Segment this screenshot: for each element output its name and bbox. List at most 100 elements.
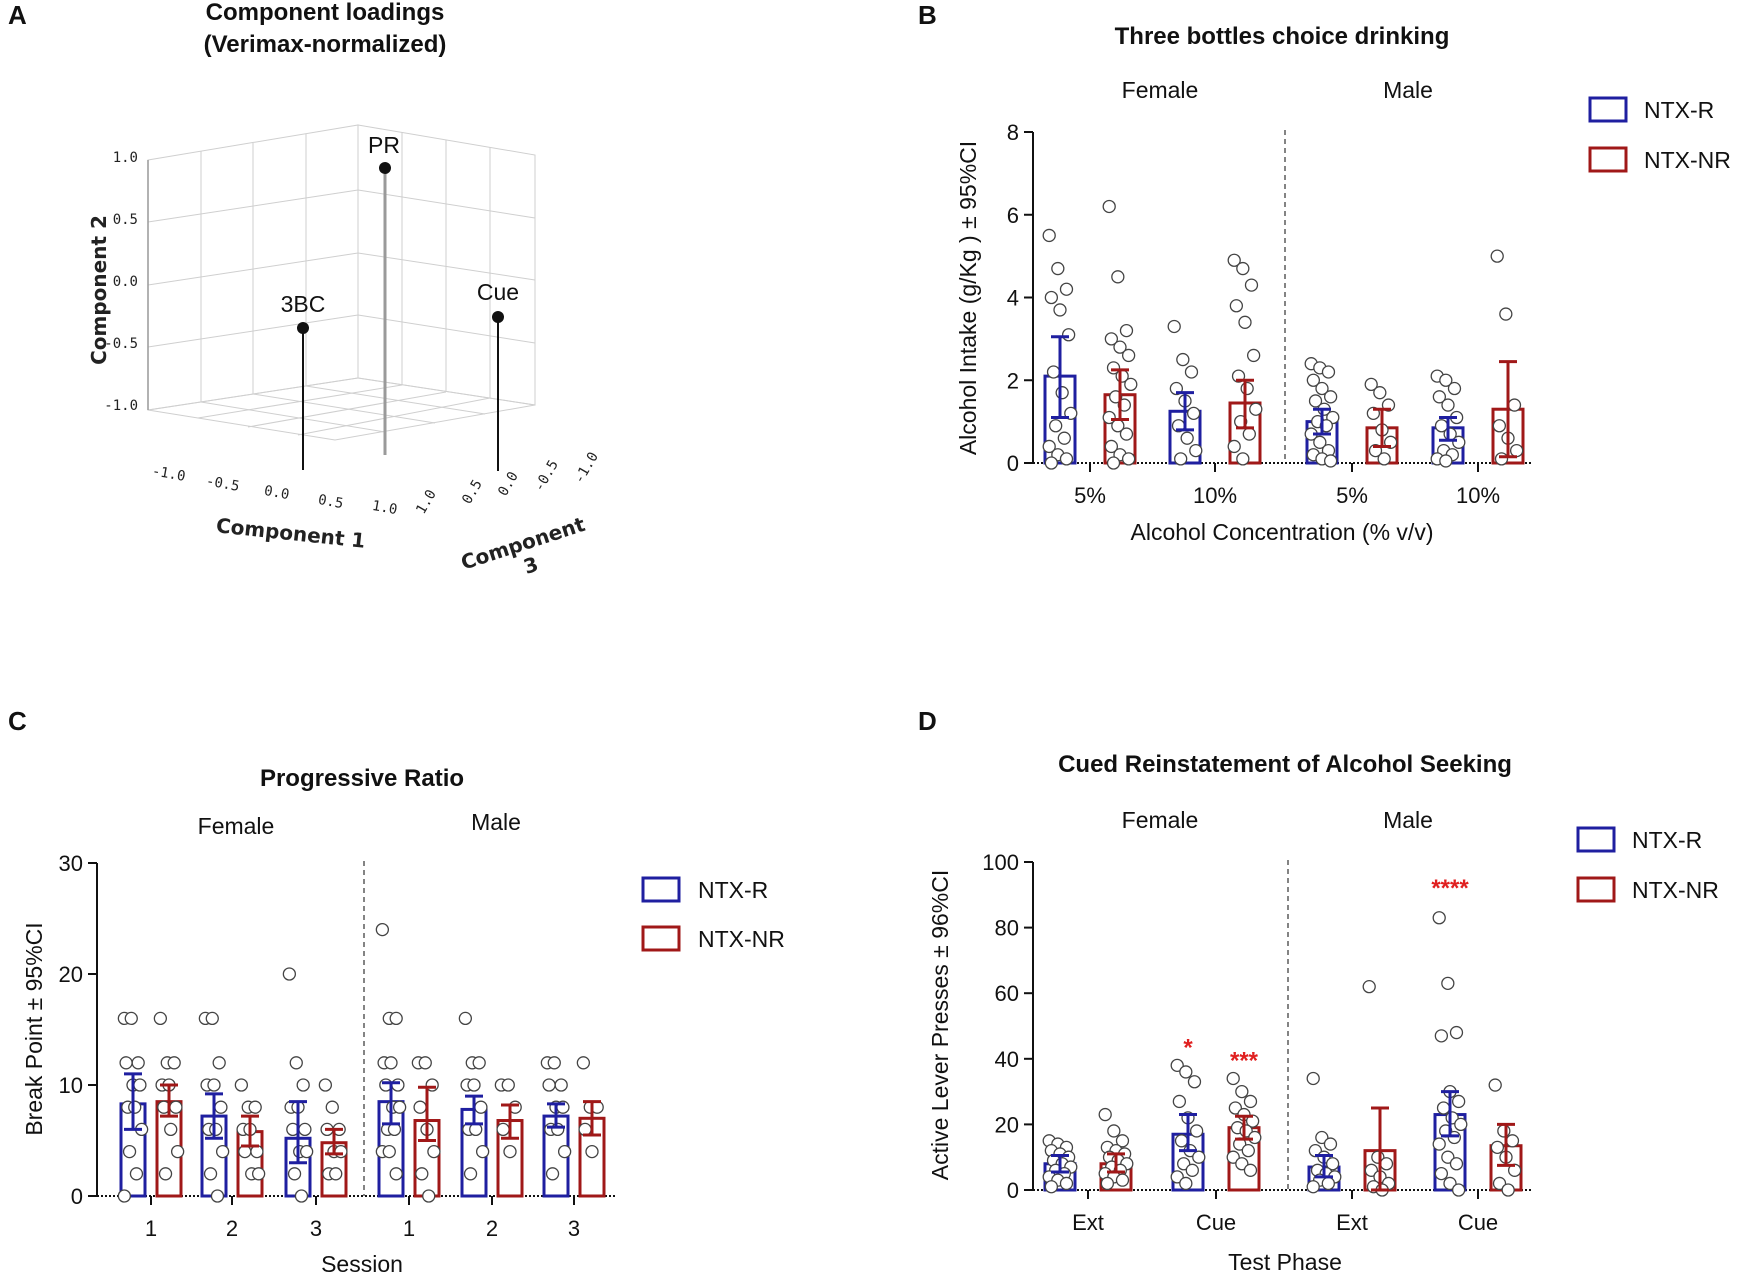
- data-point: [325, 1100, 339, 1114]
- x-tick-label: Cue: [1196, 1210, 1236, 1235]
- data-point: [576, 1056, 591, 1070]
- point-3bc: [297, 322, 309, 334]
- data-point: [503, 1144, 517, 1159]
- x-tick-label: 2: [226, 1216, 238, 1241]
- data-point: [1492, 419, 1507, 433]
- data-point: [1439, 373, 1453, 387]
- panel-b: B Three bottles choice drinking Female M…: [918, 0, 1731, 545]
- data-point: [299, 1144, 314, 1159]
- c1-tick-3: 0.0: [263, 483, 291, 503]
- component3-ticks: 1.0 0.5 0.0 -0.5 -1.0: [413, 449, 602, 517]
- data-point: [554, 1078, 568, 1092]
- y-tick-label: 4: [1007, 286, 1019, 311]
- data-point: [1443, 1176, 1457, 1191]
- data-point: [392, 1100, 407, 1114]
- data-point: [1432, 911, 1446, 925]
- data-point: [1061, 328, 1076, 342]
- y-tick-label: 10: [59, 1073, 83, 1098]
- data-point: [234, 1078, 249, 1092]
- data-point: [1434, 1166, 1449, 1181]
- point-label-cue: Cue: [477, 279, 519, 305]
- data-point: [467, 1078, 481, 1092]
- y-tick-label: 0: [1007, 451, 1019, 476]
- component3-label-line2: 3: [521, 552, 542, 579]
- data-point: [1492, 1176, 1507, 1191]
- data-point: [391, 1078, 405, 1092]
- panel-c-group-male: Male: [471, 809, 521, 835]
- data-point: [557, 1144, 572, 1159]
- panel-c-plot: 0 10 20 30 1 2 3 1 2 3: [59, 851, 617, 1241]
- panel-b-xlabel: Alcohol Concentration (% v/v): [1131, 519, 1434, 545]
- significance-stars: ***: [1230, 1047, 1259, 1074]
- y-tick-label: 80: [995, 916, 1019, 941]
- legend-swatch-ntx-nr: [1588, 146, 1628, 173]
- data-point: [1364, 377, 1378, 392]
- data-point: [1509, 443, 1524, 458]
- data-point: [1497, 1124, 1511, 1138]
- data-point: [1323, 1137, 1338, 1151]
- y-tick-label: 6: [1007, 203, 1019, 228]
- panel-b-legend: NTX-R NTX-NR: [1588, 96, 1731, 173]
- legend-label-ntx-r: NTX-R: [698, 877, 768, 903]
- data-point: [1507, 398, 1522, 412]
- legend-swatch-ntx-nr: [1576, 876, 1616, 903]
- data-point: [382, 1144, 396, 1159]
- data-point: [1104, 439, 1119, 454]
- data-point: [1362, 979, 1376, 994]
- data-point: [1226, 1071, 1240, 1086]
- data-point: [1501, 1183, 1515, 1197]
- data-point: [318, 1078, 333, 1092]
- data-point: [1051, 261, 1065, 276]
- data-point: [422, 1189, 436, 1203]
- data-point: [1244, 278, 1259, 292]
- data-point: [1505, 1134, 1520, 1148]
- y-tick-label: 0: [71, 1184, 83, 1209]
- data-point: [1229, 299, 1244, 313]
- data-point: [585, 1144, 599, 1159]
- data-point: [1315, 381, 1329, 396]
- data-point: [1325, 1157, 1340, 1171]
- point-label-pr: PR: [368, 132, 400, 158]
- panel-a: A Component loadings (Verimax-normalized…: [8, 0, 602, 579]
- data-point: [248, 1100, 262, 1114]
- data-point: [1115, 1173, 1130, 1187]
- legend-label-ntx-nr: NTX-NR: [698, 926, 785, 952]
- data-point: [1236, 452, 1250, 466]
- x-tick-label: 1: [145, 1216, 157, 1241]
- legend-swatch-ntx-r: [1588, 96, 1628, 123]
- data-point: [551, 1122, 565, 1137]
- x-tick-label: 1: [403, 1216, 415, 1241]
- data-point: [1236, 261, 1250, 276]
- data-point: [128, 1100, 142, 1114]
- component1-label: Component 1: [215, 513, 366, 553]
- panel-c: C Progressive Ratio Female Male Break Po…: [8, 706, 785, 1276]
- legend-swatch-ntx-nr: [641, 925, 681, 952]
- data-point: [1323, 454, 1338, 468]
- data-point: [1449, 1025, 1464, 1040]
- panel-c-group-female: Female: [198, 813, 275, 839]
- x-tick-label: 3: [310, 1216, 322, 1241]
- data-point: [1121, 452, 1136, 466]
- data-point: [1179, 1065, 1193, 1079]
- data-point: [294, 1189, 309, 1203]
- data-point: [1432, 390, 1447, 404]
- c2-tick-3: 0.0: [113, 274, 138, 290]
- data-point: [1248, 1130, 1262, 1145]
- x-tick-label: 10%: [1456, 483, 1500, 508]
- c1-tick-4: 0.5: [317, 492, 345, 512]
- data-point: [1172, 1094, 1187, 1109]
- y-tick-label: 100: [982, 850, 1019, 875]
- data-point: [1488, 1078, 1502, 1092]
- data-point: [1246, 348, 1261, 363]
- y-tick-label: 8: [1007, 120, 1019, 145]
- data-point: [1042, 439, 1056, 454]
- data-point: [1434, 1029, 1449, 1043]
- data-point: [117, 1189, 132, 1203]
- data-point: [170, 1144, 185, 1159]
- data-point: [1044, 290, 1059, 305]
- panel-c-legend: NTX-R NTX-NR: [641, 876, 785, 952]
- data-point: [1315, 1130, 1329, 1145]
- data-point: [1228, 1101, 1243, 1115]
- data-point: [169, 1100, 183, 1114]
